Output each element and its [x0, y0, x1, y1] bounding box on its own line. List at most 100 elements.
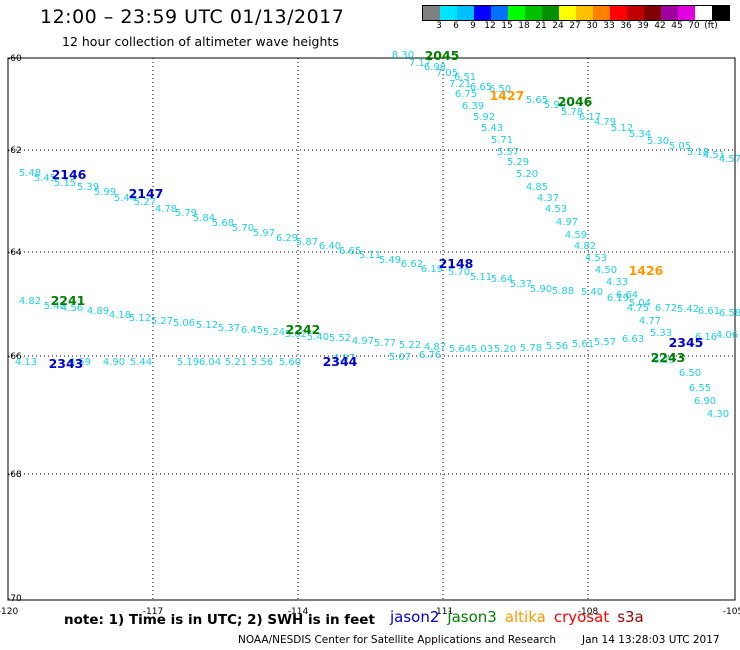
wave-height-value: 4.50 — [595, 265, 617, 276]
wave-height-value: 5.22 — [399, 340, 421, 351]
color-scale-label: 21 — [535, 21, 547, 31]
satellite-legend-item: jason2 — [390, 608, 440, 626]
wave-height-value: 5.68 — [212, 218, 234, 229]
color-swatch — [440, 6, 457, 20]
satellite-legend-item: jason3 — [447, 608, 497, 626]
wave-height-value: 5.27 — [134, 197, 156, 208]
color-scale-label: (ft) — [704, 21, 718, 31]
wave-height-value: 6.29 — [653, 355, 675, 366]
color-swatch — [627, 6, 644, 20]
color-scale-label: 27 — [569, 21, 581, 31]
wave-height-value: 6.50 — [679, 368, 701, 379]
pass-time-label: 2344 — [323, 354, 358, 369]
wave-height-value: 5.07 — [389, 352, 411, 363]
wave-height-value: 4.13 — [15, 357, 37, 368]
color-swatch — [576, 6, 593, 20]
lon-tick-label: -120 — [0, 607, 18, 617]
wave-height-value: 5.49 — [379, 255, 401, 266]
wave-height-value: 5.40 — [581, 287, 603, 298]
wave-height-value: 5.64 — [449, 344, 471, 355]
color-scale-labels: 3 6 9 12 15 18 21 24 27 30 33 36 39 42 45 70 (ft) — [422, 21, 728, 33]
wave-height-value: 7.17 — [409, 58, 431, 69]
wave-height-value: 6.29 — [276, 233, 298, 244]
footer-note: note: 1) Time is in UTC; 2) SWH is in fe… — [64, 612, 375, 628]
wave-height-value: 5.06 — [173, 318, 195, 329]
wave-height-value: 6.61 — [698, 306, 720, 317]
wave-height-value: 4.37 — [537, 193, 559, 204]
wave-height-value: 5.15 — [54, 178, 76, 189]
wave-height-value: 5.11 — [470, 272, 492, 283]
color-scale-label: 18 — [518, 21, 530, 31]
wave-height-value: 4.97 — [352, 336, 374, 347]
color-scale-label: 33 — [603, 21, 615, 31]
color-swatch — [491, 6, 508, 20]
color-scale-label: 39 — [637, 21, 649, 31]
wave-height-value: 5.42 — [677, 304, 699, 315]
wave-height-value: 6.65 — [470, 82, 492, 93]
wave-height-value: 5.30 — [647, 136, 669, 147]
wave-height-value: 5.21 — [225, 357, 247, 368]
wave-height-value: 6.63 — [622, 334, 644, 345]
wave-height-value: 5.57 — [594, 337, 616, 348]
wave-height-value: 4.53 — [585, 253, 607, 264]
wave-height-value: 6.40 — [319, 241, 341, 252]
color-swatch — [508, 6, 525, 20]
wave-height-value: 5.77 — [374, 338, 396, 349]
wave-height-value: 6.19 — [421, 264, 443, 275]
pass-time-label: 2345 — [669, 335, 704, 350]
wave-height-value: 4.90 — [103, 357, 125, 368]
wave-height-value: 5.56 — [546, 341, 568, 352]
wave-height-value: 5.12 — [611, 123, 633, 134]
color-scale-label: 36 — [620, 21, 632, 31]
wave-height-value: 6.65 — [339, 246, 361, 257]
wave-height-value: 5.24 — [263, 327, 285, 338]
pass-time-label: 2243 — [651, 350, 686, 365]
wave-height-value: 5.62 — [285, 329, 307, 340]
wave-height-value: 4.59 — [69, 357, 91, 368]
color-swatch — [678, 6, 695, 20]
color-scale-label: 45 — [671, 21, 683, 31]
pass-time-label: 2146 — [52, 167, 87, 182]
wave-height-value: 4.97 — [333, 353, 355, 364]
map-subtitle: 12 hour collection of altimeter wave hei… — [62, 34, 339, 49]
wave-height-value: 4.82 — [19, 296, 41, 307]
wave-height-value: 8.30 — [392, 50, 414, 61]
wave-height-value: 5.99 — [94, 187, 116, 198]
pass-time-label: 1427 — [490, 88, 525, 103]
wave-height-value: 5.11 — [359, 250, 381, 261]
wave-height-value: 5.92 — [473, 112, 495, 123]
wave-height-value: 6.75 — [455, 89, 477, 100]
lat-tick-label: -62 — [7, 146, 22, 156]
satellite-legend: jason2 jason3 altika cryosat s3a — [390, 608, 652, 626]
color-swatch — [559, 6, 576, 20]
wave-height-value: 5.37 — [218, 323, 240, 334]
wave-height-value: 5.34 — [629, 129, 651, 140]
wave-height-value: 6.72 — [655, 303, 677, 314]
wave-height-value: 4.06 — [716, 330, 738, 341]
wave-height-value: 4.97 — [556, 217, 578, 228]
wave-height-value: 4.77 — [639, 316, 661, 327]
wave-height-value: 5.97 — [253, 228, 275, 239]
wave-height-value: 5.87 — [296, 237, 318, 248]
pass-time-label: 2148 — [439, 256, 474, 271]
satellite-legend-item: s3a — [617, 608, 644, 626]
wave-height-value: 5.33 — [650, 328, 672, 339]
wave-height-value: 5.90 — [530, 284, 552, 295]
lat-tick-label: -60 — [7, 54, 22, 64]
credit-line: NOAA/NESDIS Center for Satellite Applica… — [238, 634, 556, 646]
wave-height-value: 5.37 — [510, 279, 532, 290]
lon-tick-label: -111 — [433, 607, 453, 617]
wave-height-value: 6.45 — [241, 325, 263, 336]
wave-height-value: 5.12 — [129, 313, 151, 324]
pass-time-label: 2343 — [49, 356, 84, 371]
color-scale-label: 24 — [552, 21, 564, 31]
color-swatch — [474, 6, 491, 20]
wave-height-value: 4.18 — [109, 310, 131, 321]
color-scale-label: 3 — [436, 21, 442, 31]
lon-tick-label: -117 — [143, 607, 163, 617]
color-scale-label: 15 — [501, 21, 513, 31]
wave-height-value: 5.19 — [177, 357, 199, 368]
pass-time-label: 2242 — [286, 322, 321, 337]
color-scale-label: 70 — [688, 21, 700, 31]
wave-height-value: 6.39 — [462, 101, 484, 112]
